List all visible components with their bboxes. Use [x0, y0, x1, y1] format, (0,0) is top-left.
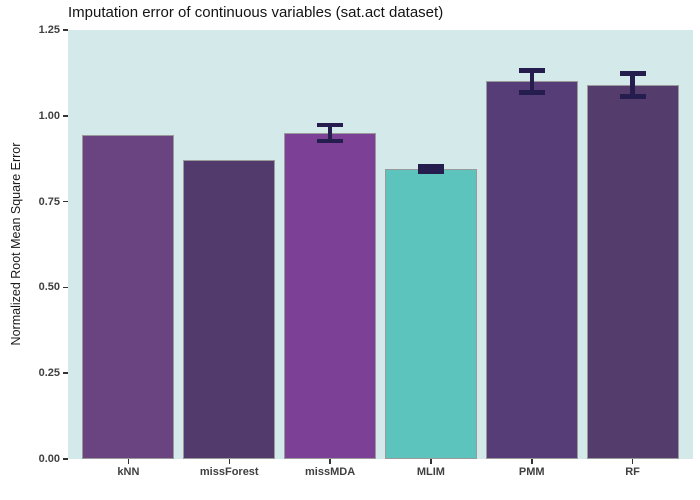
y-tick-mark: [63, 458, 68, 460]
x-tick-mark: [531, 459, 533, 464]
bar-missForest: [183, 160, 276, 459]
error-bar-part: [619, 94, 646, 99]
bar-missMDA: [284, 132, 377, 459]
y-tick-mark: [63, 200, 68, 203]
x-tick-label: MLIM: [416, 466, 445, 478]
x-tick-mark: [430, 459, 432, 464]
x-tick-mark: [127, 459, 130, 464]
y-tick-label: 0.75: [38, 195, 60, 208]
y-axis-title: Normalized Root Mean Square Error: [9, 142, 23, 346]
error-bar-part: [317, 122, 344, 128]
error-bar-MLIM: [417, 164, 444, 174]
error-bar-part: [518, 90, 545, 95]
y-tick-mark: [63, 115, 68, 117]
error-bar-part: [327, 122, 333, 144]
bar-RF: [586, 84, 679, 459]
y-tick-mark: [63, 286, 68, 289]
x-tick-mark: [228, 459, 230, 464]
error-bar-missMDA: [317, 122, 344, 144]
y-tick-mark: [63, 372, 68, 374]
x-tick-label: missMDA: [305, 466, 356, 478]
error-bar-part: [428, 164, 434, 174]
y-tick-label: 1.25: [38, 24, 60, 36]
error-bar-RF: [619, 71, 646, 99]
chart-title: Imputation error of continuous variables…: [68, 4, 444, 21]
y-tick-label: 1.00: [38, 109, 60, 122]
bar-kNN: [82, 134, 175, 459]
error-bar-part: [518, 68, 545, 73]
bar-PMM: [485, 81, 578, 459]
x-tick-label: missForest: [199, 466, 259, 478]
y-tick-mark: [63, 29, 68, 31]
y-tick-label: 0.00: [38, 453, 60, 465]
error-bar-part: [317, 138, 344, 144]
plot-panel: [68, 30, 693, 459]
error-bar-part: [529, 68, 534, 95]
x-tick-label: RF: [625, 466, 640, 478]
y-tick-label: 0.50: [38, 281, 60, 294]
error-bar-part: [619, 71, 646, 76]
x-tick-mark: [631, 459, 634, 464]
error-bar-part: [417, 164, 444, 169]
x-tick-label: PMM: [518, 466, 545, 478]
error-bar-PMM: [518, 68, 545, 95]
bar-MLIM: [384, 169, 477, 459]
error-bar-part: [417, 169, 444, 174]
x-tick-mark: [329, 459, 331, 464]
error-bar-part: [630, 71, 635, 99]
y-tick-label: 0.25: [38, 367, 60, 380]
x-tick-label: kNN: [117, 466, 140, 478]
